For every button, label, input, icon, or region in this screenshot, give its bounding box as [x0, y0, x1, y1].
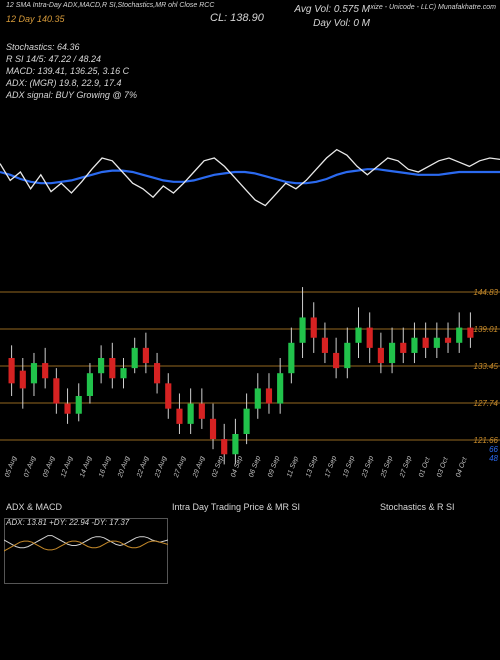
svg-text:121.66: 121.66 [474, 436, 499, 445]
section-title-stochastics: Stochastics & R SI [380, 502, 455, 512]
svg-text:133.45: 133.45 [474, 362, 499, 371]
adx-readout: ADX: (MGR) 19.8, 22.9, 17.4 [6, 78, 122, 88]
rsi-readout: R SI 14/5: 47.22 / 48.24 [6, 54, 101, 64]
stochastics-subchart [372, 518, 496, 584]
svg-text:139.01: 139.01 [474, 325, 498, 334]
rsi-subchart [372, 588, 496, 654]
svg-text:66: 66 [489, 445, 498, 454]
subpanel-titles: ADX & MACD Intra Day Trading Price & MR … [0, 500, 500, 514]
candlestick-chart: 144.83 139.01 133.45 127.74 121.666648 [0, 282, 500, 482]
avg-vol: Avg Vol: 0.575 M [294, 4, 370, 15]
svg-text:48: 48 [489, 454, 498, 463]
macd-readout: MACD: 139.41, 136.25, 3.16 C [6, 66, 129, 76]
svg-text:144.83: 144.83 [474, 288, 499, 297]
section-title-intraday: Intra Day Trading Price & MR SI [172, 502, 300, 512]
site-credit: xize - Unicode - LLC) Munafakhatre.com [370, 4, 496, 11]
intraday-subchart [172, 518, 368, 654]
stochastics-readout: Stochastics: 64.36 [6, 42, 80, 52]
svg-text:127.74: 127.74 [474, 399, 499, 408]
day-vol: Day Vol: 0 M [313, 18, 370, 29]
adx-subheader: ADX: 13.81 +DY: 22.94 -DY: 17.37 [6, 518, 129, 527]
adx-signal: ADX signal: BUY Growing @ 7% [6, 90, 137, 100]
adx-subchart [4, 518, 168, 584]
header-config: 12 SMA Intra-Day ADX,MACD,R SI,Stochasti… [6, 2, 214, 9]
sma-price-chart [0, 130, 500, 270]
section-title-adx-macd: ADX & MACD [6, 502, 62, 512]
macd-subchart [4, 588, 168, 654]
close-price: CL: 138.90 [210, 12, 264, 24]
period-value: 12 Day 140.35 [6, 14, 65, 24]
